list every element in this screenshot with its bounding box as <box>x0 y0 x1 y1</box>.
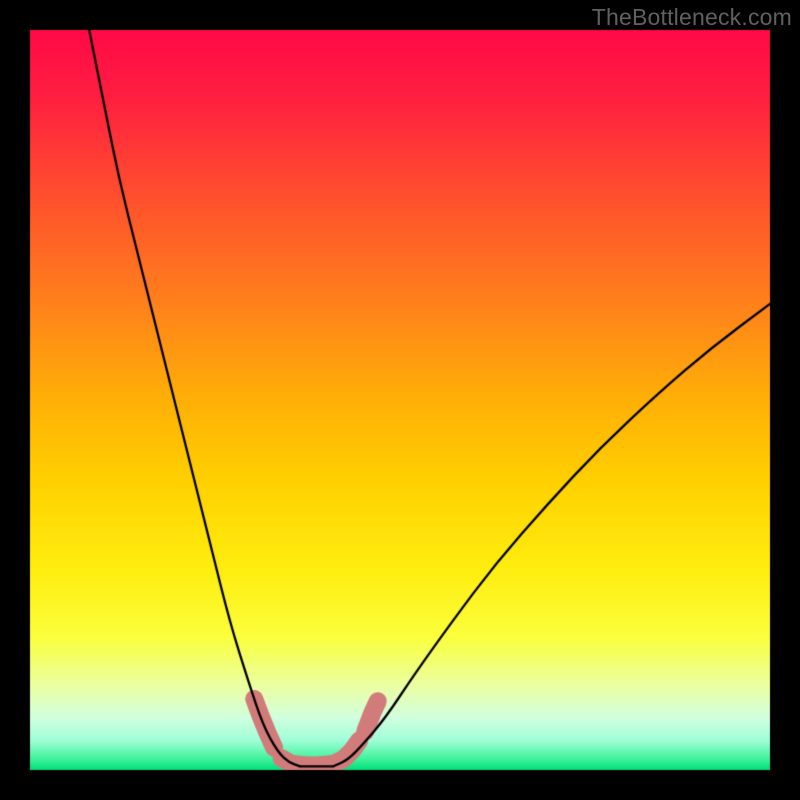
watermark-label: TheBottleneck.com <box>592 4 792 31</box>
chart-container: TheBottleneck.com <box>0 0 800 800</box>
bottleneck-valley-chart <box>0 0 800 800</box>
